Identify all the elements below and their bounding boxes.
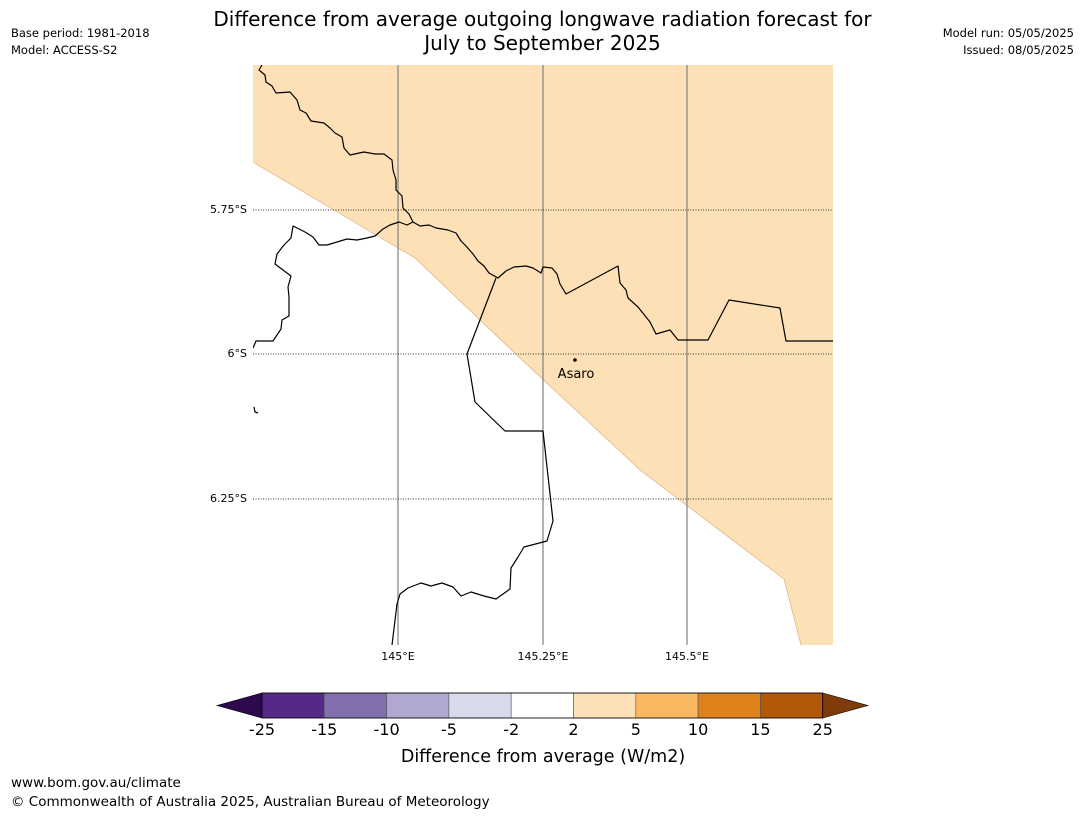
footer: www.bom.gov.au/climate © Commonwealth of…: [11, 774, 490, 812]
colorbar-tick-label-5: 2: [568, 720, 578, 739]
colorbar-frame: [261, 692, 824, 719]
colorbar-bin-3: [448, 692, 512, 719]
meta-right: Model run: 05/05/2025 Issued: 08/05/2025: [943, 25, 1074, 59]
colorbar-bin-0: [261, 692, 325, 719]
colorbar-tick-label-6: 5: [631, 720, 641, 739]
colorbar-tick-label-3: -5: [441, 720, 457, 739]
footer-url: www.bom.gov.au/climate: [11, 775, 181, 791]
colorbar-bin-8: [760, 692, 824, 719]
province-boundaries: [253, 65, 833, 645]
colorbar-title: Difference from average (W/m2): [401, 747, 685, 767]
colorbar-tick-label-9: 25: [813, 720, 833, 739]
base-period-label: Base period: 1981-2018: [11, 26, 150, 40]
colorbar: -25 -15 -10 -5 -2 2 5 10 15 25: [215, 692, 870, 739]
colorbar-bin-7: [697, 692, 761, 719]
title-line-2: July to September 2025: [424, 31, 661, 55]
lon-label-1: 145.25°E: [518, 650, 569, 663]
colorbar-tick-label-0: -25: [249, 720, 275, 739]
boundary-ridge: [412, 221, 833, 342]
colorbar-extend-min: [215, 692, 263, 719]
boundary-north: [253, 65, 414, 349]
chart-title: Difference from average outgoing longwav…: [0, 7, 1085, 55]
lon-label-0: 145°E: [381, 650, 414, 663]
meta-left: Base period: 1981-2018 Model: ACCESS-S2: [11, 25, 150, 59]
colorbar-tick-label-1: -15: [311, 720, 337, 739]
boundary-central: [391, 277, 554, 645]
colorbar-tick-label-8: 15: [750, 720, 770, 739]
model-run-label: Model run: 05/05/2025: [942, 26, 1074, 40]
issued-label: Issued: 08/05/2025: [963, 43, 1074, 57]
footer-copyright: © Commonwealth of Australia 2025, Austra…: [11, 794, 490, 810]
colorbar-bin-1: [323, 692, 387, 719]
title-line-1: Difference from average outgoing longwav…: [213, 7, 872, 31]
colorbar-tick-label-4: -2: [503, 720, 519, 739]
lat-label-2: 6.25°S: [210, 492, 247, 505]
colorbar-bin-4: [510, 692, 574, 719]
colorbar-extend-max: [822, 692, 870, 719]
boundary-fragment: [253, 406, 259, 414]
shade-edge: [253, 161, 802, 645]
colorbar-tick-label-7: 10: [688, 720, 708, 739]
colorbar-bin-5: [573, 692, 637, 719]
parallels: [253, 209, 833, 500]
place-marker: [573, 358, 577, 362]
lat-tick-labels: 5.75°S 6°S 6.25°S: [210, 203, 247, 505]
place-label: Asaro: [558, 367, 595, 382]
model-label: Model: ACCESS-S2: [11, 43, 118, 57]
meridians: [397, 65, 688, 645]
lon-tick-labels: 145°E 145.25°E 145.5°E: [381, 650, 709, 663]
map-panel: Asaro: [253, 65, 833, 645]
lat-label-0: 5.75°S: [210, 203, 247, 216]
colorbar-tick-label-2: -10: [374, 720, 400, 739]
lat-label-1: 6°S: [228, 347, 247, 360]
colorbar-bin-2: [386, 692, 450, 719]
lon-label-2: 145.5°E: [665, 650, 709, 663]
colorbar-bin-6: [635, 692, 699, 719]
